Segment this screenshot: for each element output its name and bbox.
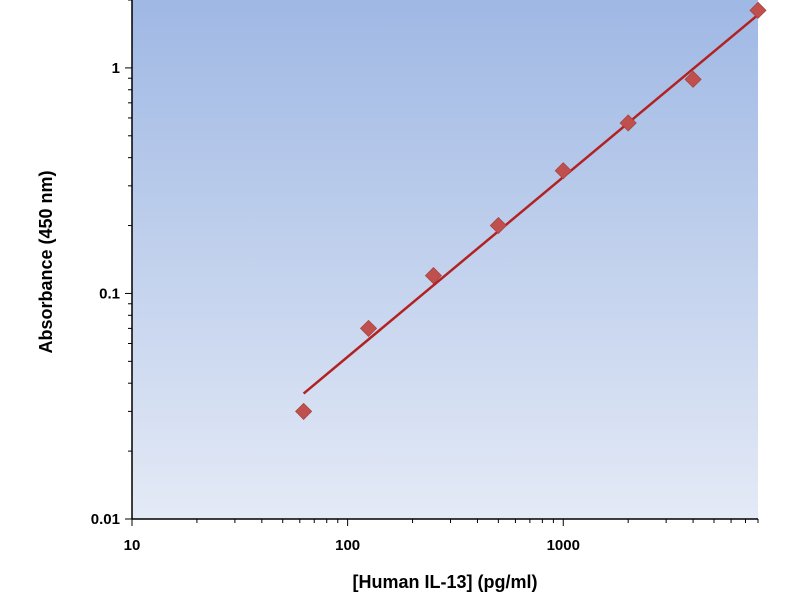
x-tick-label: 1000	[547, 537, 580, 554]
data-point-marker	[749, 1, 767, 19]
y-tick-label: 1	[112, 60, 120, 77]
data-point-marker	[424, 267, 443, 285]
y-tick-label: 0.1	[99, 285, 120, 302]
data-point-marker	[554, 162, 572, 180]
data-point-marker	[684, 70, 702, 88]
y-tick-label: 0.01	[91, 511, 120, 528]
data-point-marker	[359, 319, 378, 337]
data-point-marker	[295, 402, 313, 420]
x-tick-label: 10	[124, 537, 141, 554]
plot-area	[132, 0, 758, 519]
fit-line	[302, 13, 759, 395]
data-point-marker	[489, 216, 507, 235]
x-tick-label: 100	[335, 537, 360, 554]
data-point-marker	[619, 114, 637, 132]
x-axis-title: [Human IL-13] (pg/ml)	[353, 572, 538, 592]
y-axis-title: Absorbance (450 nm)	[36, 170, 56, 353]
